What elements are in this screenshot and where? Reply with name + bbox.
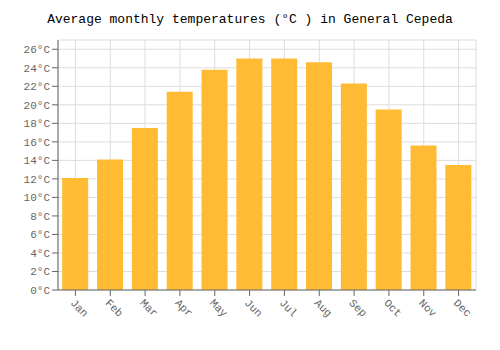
svg-text:22°C: 22°C bbox=[24, 81, 51, 93]
svg-text:Oct: Oct bbox=[381, 297, 403, 319]
svg-text:16°C: 16°C bbox=[24, 137, 51, 149]
svg-text:20°C: 20°C bbox=[24, 100, 51, 112]
svg-text:18°C: 18°C bbox=[24, 118, 51, 130]
svg-text:24°C: 24°C bbox=[24, 63, 51, 75]
svg-text:Jul: Jul bbox=[277, 297, 299, 319]
svg-text:12°C: 12°C bbox=[24, 174, 51, 186]
svg-text:Apr: Apr bbox=[172, 297, 194, 319]
svg-text:2°C: 2°C bbox=[30, 266, 50, 278]
svg-text:14°C: 14°C bbox=[24, 155, 51, 167]
svg-text:Jun: Jun bbox=[242, 297, 264, 319]
svg-text:0°C: 0°C bbox=[30, 285, 50, 297]
svg-text:Dec: Dec bbox=[451, 297, 473, 319]
svg-text:6°C: 6°C bbox=[30, 229, 50, 241]
svg-text:Jan: Jan bbox=[68, 297, 90, 319]
svg-text:10°C: 10°C bbox=[24, 192, 51, 204]
svg-text:Mar: Mar bbox=[137, 297, 159, 319]
svg-text:Feb: Feb bbox=[103, 297, 125, 319]
svg-text:26°C: 26°C bbox=[24, 44, 51, 56]
html-text:Average monthly temperatures (: Average monthly temperatures (°C ) in Ge… bbox=[47, 12, 453, 27]
svg-text:4°C: 4°C bbox=[30, 248, 50, 260]
svg-text:May: May bbox=[207, 297, 230, 320]
svg-text:Sep: Sep bbox=[346, 297, 368, 319]
svg-text:Aug: Aug bbox=[312, 297, 334, 319]
svg-text:8°C: 8°C bbox=[30, 211, 50, 223]
svg-text:Nov: Nov bbox=[416, 297, 439, 320]
